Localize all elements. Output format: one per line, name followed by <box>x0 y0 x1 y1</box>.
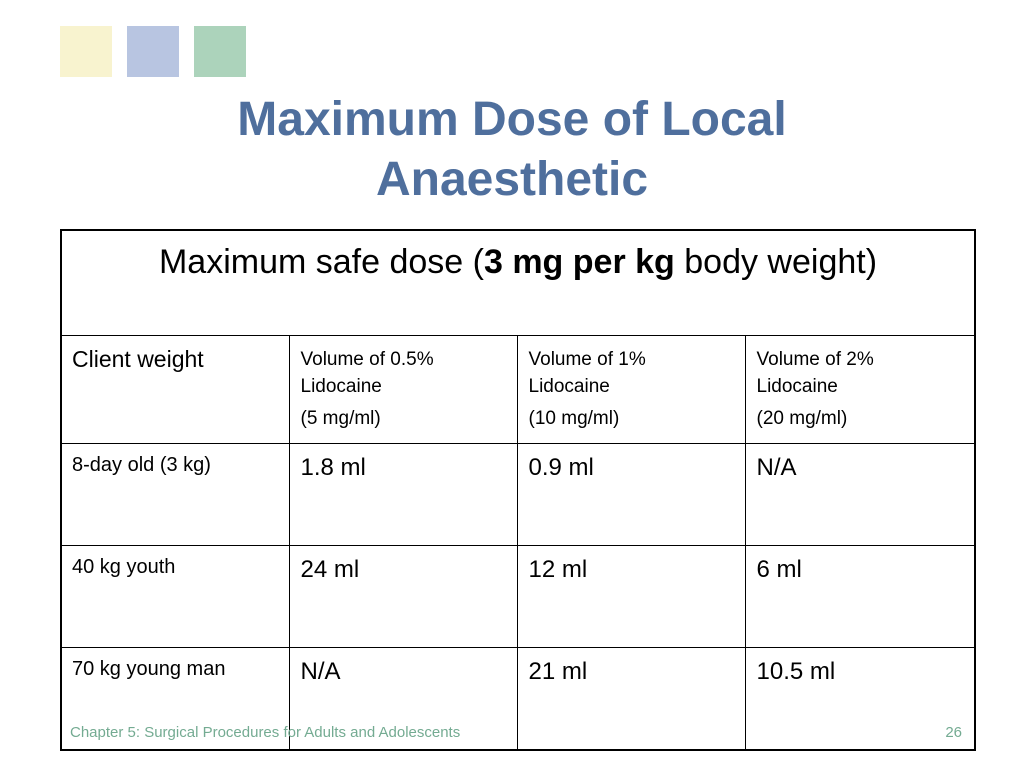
header-lidocaine-05-line1: Volume of 0.5% <box>300 349 434 370</box>
header-lidocaine-1-line1: Volume of 1% <box>528 349 646 370</box>
header-lidocaine-2: Volume of 2% Lidocaine (20 mg/ml) <box>744 335 976 444</box>
slide-title-line-2: Anaesthetic <box>375 153 649 206</box>
decor-square-green <box>194 26 246 77</box>
page-number: 26 <box>945 724 962 741</box>
row-volume-1: 0.9 ml <box>516 443 746 546</box>
row-volume-05: 24 ml <box>288 545 518 648</box>
row-weight: 8-day old (3 kg) <box>60 443 290 546</box>
header-lidocaine-1-line2: Lidocaine <box>528 376 610 397</box>
row-volume-1: 12 ml <box>516 545 746 648</box>
header-row: Client weight Volume of 0.5% Lidocaine (… <box>60 335 976 444</box>
row-volume-05: 1.8 ml <box>288 443 518 546</box>
header-lidocaine-05-conc: (5 mg/ml) <box>300 408 381 429</box>
slide-title-line-1: Maximum Dose of Local <box>237 93 787 146</box>
footer-chapter-text: Chapter 5: Surgical Procedures for Adult… <box>70 724 461 741</box>
row-volume-2: 10.5 ml <box>744 647 976 751</box>
header-lidocaine-05-line2: Lidocaine <box>300 376 382 397</box>
header-client-weight: Client weight <box>60 335 290 444</box>
table-row: 40 kg youth 24 ml 12 ml 6 ml <box>60 545 976 648</box>
row-weight: 70 kg young man <box>60 647 290 751</box>
header-lidocaine-2-line1: Volume of 2% <box>756 349 874 370</box>
banner-cell: Maximum safe dose (3 mg per kg body weig… <box>60 229 976 336</box>
dose-table: Maximum safe dose (3 mg per kg body weig… <box>60 229 977 751</box>
header-lidocaine-1-conc: (10 mg/ml) <box>528 408 620 429</box>
banner-row: Maximum safe dose (3 mg per kg body weig… <box>60 229 976 336</box>
decor-square-blue <box>127 26 179 77</box>
row-weight: 40 kg youth <box>60 545 290 648</box>
row-volume-2: N/A <box>744 443 976 546</box>
row-volume-05: N/A <box>288 647 518 751</box>
header-lidocaine-05: Volume of 0.5% Lidocaine (5 mg/ml) <box>288 335 518 444</box>
slide-title: Maximum Dose of Local Anaesthetic <box>0 90 1024 210</box>
banner-prefix: Maximum safe dose ( <box>158 243 484 281</box>
header-lidocaine-1: Volume of 1% Lidocaine (10 mg/ml) <box>516 335 746 444</box>
table-row: 70 kg young man N/A 21 ml 10.5 ml <box>60 647 976 751</box>
header-lidocaine-2-conc: (20 mg/ml) <box>756 408 848 429</box>
row-volume-2: 6 ml <box>744 545 976 648</box>
decor-square-yellow <box>60 26 112 77</box>
row-volume-1: 21 ml <box>516 647 746 751</box>
banner-bold: 3 mg per kg <box>483 243 675 281</box>
header-lidocaine-2-line2: Lidocaine <box>756 376 838 397</box>
banner-suffix: body weight) <box>674 243 878 281</box>
table-row: 8-day old (3 kg) 1.8 ml 0.9 ml N/A <box>60 443 976 546</box>
